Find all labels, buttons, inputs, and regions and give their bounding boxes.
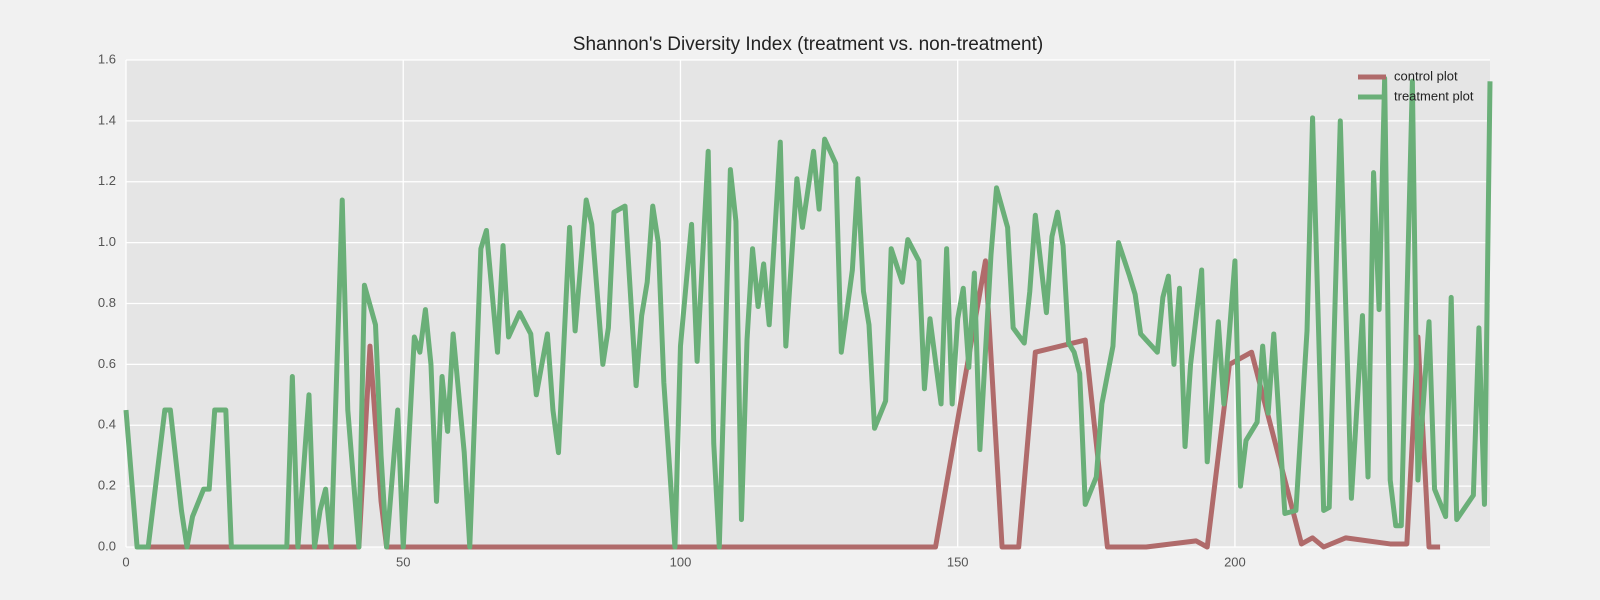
- y-tick-label: 1.6: [98, 51, 116, 66]
- y-tick-label: 1.4: [98, 112, 116, 127]
- x-tick-label: 50: [396, 554, 410, 569]
- x-tick-label: 150: [947, 554, 969, 569]
- y-tick-label: 0.6: [98, 356, 116, 371]
- chart-title: Shannon's Diversity Index (treatment vs.…: [573, 34, 1043, 55]
- y-tick-label: 0.8: [98, 295, 116, 310]
- x-tick-label: 100: [670, 554, 692, 569]
- legend-label: control plot: [1394, 68, 1458, 83]
- y-tick-label: 1.0: [98, 234, 116, 249]
- y-tick-label: 0.0: [98, 538, 116, 553]
- x-tick-label: 200: [1224, 554, 1246, 569]
- x-tick-label: 0: [122, 554, 129, 569]
- legend-label: treatment plot: [1394, 88, 1474, 103]
- y-tick-label: 0.2: [98, 478, 116, 493]
- y-tick-label: 0.4: [98, 417, 116, 432]
- line-series: [123, 75, 1493, 550]
- line-series: [137, 258, 1441, 550]
- y-tick-label: 1.2: [98, 173, 116, 188]
